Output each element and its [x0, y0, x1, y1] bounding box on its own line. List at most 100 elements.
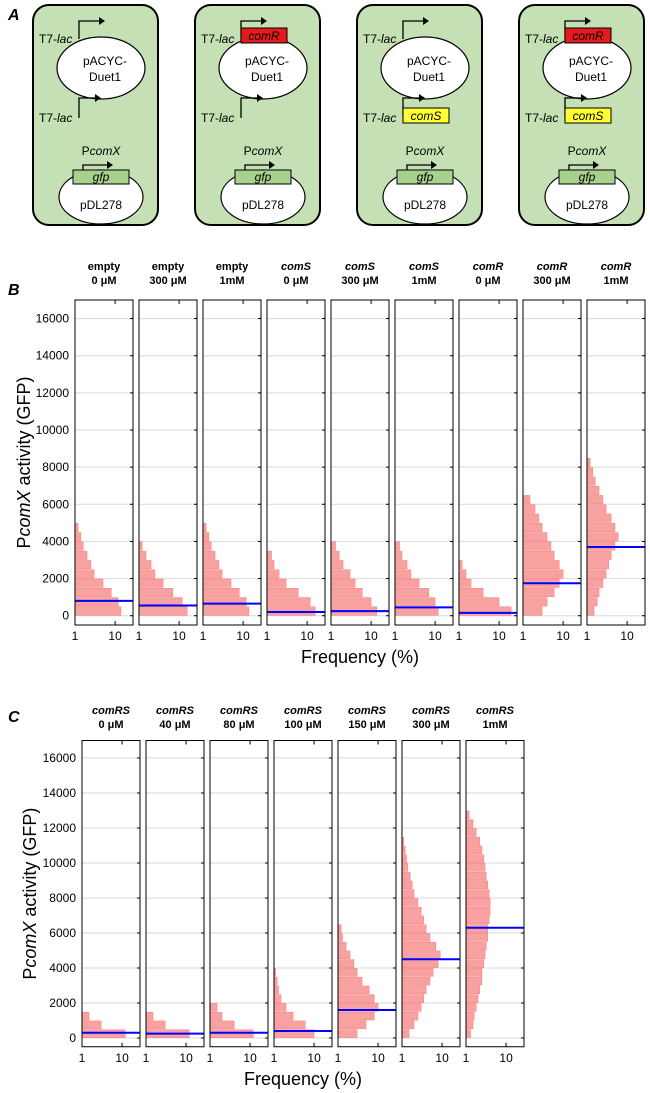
- histogram-bar: [266, 569, 280, 579]
- histogram-bar: [465, 854, 485, 863]
- axes-frame: [74, 299, 134, 626]
- x-tick-label: 10: [620, 629, 634, 643]
- x-tick-label: 10: [556, 629, 570, 643]
- histogram-bar: [74, 560, 92, 570]
- histogram-bar: [401, 898, 419, 907]
- histogram-bar: [458, 597, 500, 607]
- histogram-bar: [209, 1011, 223, 1021]
- subplot-title: comRS: [284, 705, 323, 717]
- x-tick-label: 1: [136, 629, 143, 643]
- promoter-label-part: T7-: [39, 111, 57, 125]
- histogram-bar: [465, 915, 490, 925]
- x-tick-label: 1: [399, 1051, 406, 1065]
- histogram-bar: [465, 906, 491, 916]
- axes-frame: [81, 740, 141, 1048]
- y-tick-label: 16000: [43, 751, 77, 765]
- y-tick-label: 14000: [43, 786, 77, 800]
- histogram-bar: [209, 1020, 235, 1030]
- histogram-bar: [273, 1003, 287, 1012]
- histogram-bar: [401, 863, 409, 872]
- x-tick-label: 10: [179, 1051, 193, 1065]
- histogram-bar: [74, 588, 112, 597]
- promoter-label-part: lac: [219, 32, 234, 46]
- subplot-title: comR: [601, 261, 632, 273]
- histogram-bar: [401, 933, 431, 942]
- histogram-bar: [401, 1011, 419, 1021]
- axes-frame: [266, 299, 326, 626]
- promoter-label-part: comX: [252, 144, 284, 158]
- axes-frame: [522, 299, 582, 626]
- histogram-bar: [465, 1003, 477, 1012]
- plasmid: [56, 36, 146, 100]
- histogram-bar: [273, 994, 282, 1003]
- promoter-label-part: lac: [381, 111, 396, 125]
- histogram-bar: [138, 606, 188, 616]
- histogram-bar: [74, 569, 95, 579]
- histogram-bar: [401, 924, 427, 933]
- x-tick-label: 1: [72, 629, 79, 643]
- axes-frame: [145, 740, 205, 1048]
- promoter-label-part: lac: [543, 111, 558, 125]
- histogram-bar: [81, 1011, 90, 1021]
- arrow-head: [99, 17, 105, 25]
- subplot-title: 0 μM: [283, 275, 308, 287]
- arrow-head: [431, 161, 437, 169]
- histogram-bar: [337, 959, 355, 968]
- gene-label: gfp: [417, 170, 434, 184]
- subplot-title: 300 μM: [341, 275, 378, 287]
- histogram-bar: [266, 578, 287, 588]
- histogram-bar: [273, 1020, 306, 1030]
- panel-label: B: [8, 282, 20, 299]
- axes-frame: [330, 299, 390, 626]
- histogram-bar: [266, 588, 299, 597]
- subplot-title: 150 μM: [348, 719, 385, 731]
- histogram-bar: [465, 871, 487, 881]
- histogram-bar: [586, 569, 607, 579]
- histogram-bar: [138, 578, 164, 588]
- promoter-label: PcomX: [406, 144, 446, 158]
- y-tick-label: 8000: [42, 460, 69, 474]
- promoter-arrow: [402, 20, 423, 39]
- x-tick-label: 1: [264, 629, 271, 643]
- gene-label: comS: [573, 109, 604, 123]
- histogram-bar: [465, 1011, 475, 1021]
- x-tick-label: 1: [456, 629, 463, 643]
- gene-label: comR: [572, 29, 604, 43]
- plasmid-label: pDL278: [404, 198, 446, 212]
- histogram-bar: [394, 541, 400, 551]
- y-tick-label: 2000: [49, 996, 76, 1010]
- y-tick-label: 4000: [49, 961, 76, 975]
- histogram-bar: [401, 950, 441, 960]
- y-tick-label: 2000: [42, 572, 69, 586]
- histogram-bar: [74, 578, 104, 588]
- histogram-bar: [74, 541, 84, 551]
- plasmid-label: Duet1: [251, 70, 283, 84]
- histogram-bar: [138, 550, 147, 560]
- histogram-bar: [465, 880, 489, 890]
- promoter-label-part: P: [82, 144, 90, 158]
- histogram-bar: [522, 588, 555, 597]
- histogram-bar: [266, 560, 275, 570]
- histogram-bar: [401, 985, 427, 995]
- arrow-head: [107, 161, 113, 169]
- histogram-bar: [522, 550, 555, 560]
- arrow-head: [257, 94, 263, 102]
- histogram-bar: [337, 941, 347, 951]
- arrow-head: [581, 94, 587, 102]
- arrow-head: [423, 17, 429, 25]
- plasmid-label: pDL278: [80, 198, 122, 212]
- promoter-label-part: T7-: [201, 32, 219, 46]
- subplot-title: 40 μM: [159, 719, 190, 731]
- plasmid-label: pACYC-: [407, 54, 451, 68]
- promoter-label-part: P: [406, 144, 414, 158]
- histogram-bar: [586, 578, 604, 588]
- y-tick-label: 14000: [36, 349, 70, 363]
- gene-box: [240, 27, 288, 44]
- y-axis-label-part: comX: [14, 490, 34, 537]
- subplot-title: empty: [216, 261, 249, 273]
- subplot-title: comRS: [412, 705, 451, 717]
- histogram-bar: [586, 597, 598, 607]
- x-tick-label: 1: [463, 1051, 470, 1065]
- histogram-bar: [394, 578, 420, 588]
- histogram-bar: [394, 569, 412, 579]
